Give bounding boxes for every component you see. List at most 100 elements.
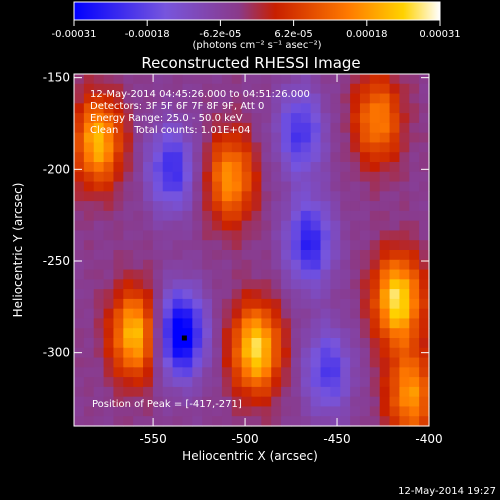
heatmap-cell — [261, 269, 272, 280]
heatmap-cell — [192, 132, 203, 144]
heatmap-cell — [330, 357, 341, 368]
heatmap-cell — [399, 210, 410, 222]
heatmap-cell — [379, 386, 391, 398]
heatmap-cell — [359, 74, 371, 85]
heatmap-cell — [172, 347, 184, 359]
heatmap-cell — [419, 396, 430, 408]
heatmap-cell — [74, 269, 85, 280]
heatmap-cell — [379, 201, 391, 212]
heatmap-cell — [241, 171, 253, 183]
heatmap-cell — [192, 250, 203, 261]
heatmap-cell — [212, 269, 223, 280]
heatmap-cell — [113, 298, 124, 310]
heatmap-cell — [320, 210, 331, 222]
heatmap-cell — [350, 318, 361, 329]
heatmap-cell — [350, 230, 361, 241]
heatmap-cell — [330, 269, 341, 280]
heatmap-cell — [399, 230, 410, 241]
heatmap-cell — [379, 162, 391, 173]
heatmap-cell — [202, 259, 213, 271]
heatmap-cell — [93, 259, 105, 271]
heatmap-cell — [310, 240, 322, 251]
heatmap-cell — [300, 328, 312, 339]
heatmap-cell — [152, 220, 164, 232]
heatmap-cell — [133, 122, 144, 134]
heatmap-cell — [123, 298, 134, 310]
heatmap-cell — [123, 328, 134, 339]
heatmap-cell — [93, 230, 105, 241]
heatmap-cell — [389, 377, 401, 388]
heatmap-cell — [143, 328, 154, 339]
heatmap-cell — [300, 122, 312, 134]
heatmap-cell — [162, 250, 174, 261]
heatmap-cell — [379, 240, 391, 251]
heatmap-cell — [152, 83, 164, 95]
heatmap-cell — [74, 396, 85, 408]
heatmap-cell — [83, 338, 95, 349]
heatmap-cell — [74, 191, 85, 202]
heatmap-cell — [123, 347, 134, 359]
heatmap-cell — [281, 93, 292, 104]
heatmap-cell — [261, 279, 272, 290]
heatmap-cell — [113, 406, 124, 417]
heatmap-cell — [399, 93, 410, 104]
heatmap-cell — [369, 93, 381, 104]
heatmap-cell — [399, 122, 410, 134]
heatmap-cell — [212, 367, 223, 378]
heatmap-cell — [340, 83, 351, 95]
colorbar-unit-label: (photons cm⁻² s⁻¹ asec⁻²) — [192, 40, 321, 51]
heatmap-cell — [93, 357, 105, 368]
heatmap-cell — [212, 347, 223, 359]
heatmap-cell — [419, 171, 430, 183]
heatmap-cell — [379, 191, 391, 202]
heatmap-cell — [271, 279, 282, 290]
heatmap-cell — [300, 259, 312, 271]
heatmap-cell — [310, 367, 322, 378]
heatmap-cell — [310, 328, 322, 339]
heatmap-cell — [340, 289, 351, 300]
heatmap-cell — [152, 230, 164, 241]
heatmap-cell — [350, 396, 361, 408]
heatmap-cell — [369, 338, 381, 349]
heatmap-cell — [251, 338, 262, 349]
heatmap-cell — [350, 289, 361, 300]
heatmap-cell — [152, 93, 164, 104]
heatmap-cell — [123, 289, 134, 300]
y-axis-label: Heliocentric Y (arcsec) — [11, 183, 25, 318]
heatmap-cell — [143, 93, 154, 104]
heatmap-cell — [271, 162, 282, 173]
heatmap-cell — [123, 367, 134, 378]
heatmap-cell — [419, 93, 430, 104]
heatmap-cell — [271, 289, 282, 300]
heatmap-cell — [389, 74, 401, 85]
heatmap-cell — [172, 298, 184, 310]
heatmap-cell — [221, 396, 233, 408]
heatmap-cell — [320, 347, 331, 359]
heatmap-cell — [231, 279, 243, 290]
heatmap-cell — [93, 289, 105, 300]
heatmap-cell — [261, 386, 272, 398]
heatmap-cell — [310, 132, 322, 144]
heatmap-cell — [103, 416, 115, 427]
heatmap-cell — [310, 416, 322, 427]
heatmap-cell — [369, 259, 381, 271]
heatmap-cell — [182, 210, 193, 222]
heatmap-cell — [172, 230, 184, 241]
heatmap-cell — [212, 122, 223, 134]
heatmap-cell — [409, 279, 420, 290]
heatmap-cell — [202, 230, 213, 241]
heatmap-cell — [103, 191, 115, 202]
heatmap-cell — [143, 396, 154, 408]
heatmap-cell — [261, 122, 272, 134]
heatmap-cell — [300, 132, 312, 144]
heatmap-cell — [359, 298, 371, 310]
heatmap-cell — [152, 289, 164, 300]
heatmap-cell — [281, 416, 292, 427]
heatmap-cell — [123, 386, 134, 398]
heatmap-cell — [281, 250, 292, 261]
heatmap-cell — [152, 269, 164, 280]
heatmap-cell — [83, 220, 95, 232]
heatmap-cell — [350, 122, 361, 134]
heatmap-cell — [221, 328, 233, 339]
heatmap-cell — [281, 240, 292, 251]
